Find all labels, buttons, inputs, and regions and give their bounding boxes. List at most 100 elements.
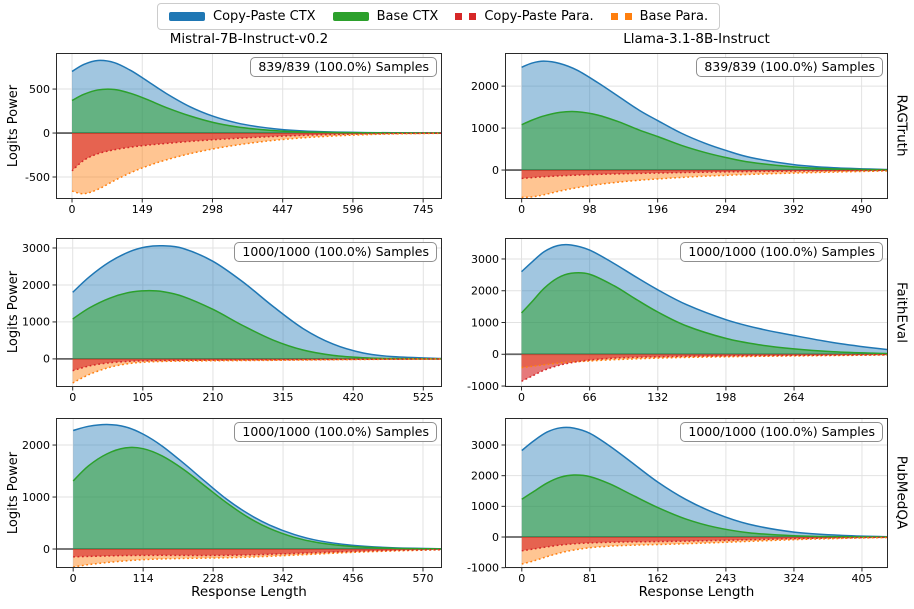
svg-text:114: 114 <box>133 572 154 585</box>
svg-text:162: 162 <box>647 572 668 585</box>
legend-label: Base Para. <box>639 9 709 24</box>
chart-svg: 0 98 196 294 392 490 0 1000 2000 <box>471 53 888 216</box>
svg-text:0: 0 <box>69 203 76 216</box>
svg-text:198: 198 <box>715 391 736 404</box>
legend-item-copy-paste-para: Copy-Paste Para. <box>455 9 594 24</box>
svg-text:0: 0 <box>518 572 525 585</box>
svg-text:81: 81 <box>583 572 597 585</box>
svg-text:98: 98 <box>583 203 597 216</box>
legend-item-copy-paste-ctx: Copy-Paste CTX <box>169 9 316 24</box>
legend-item-base-para: Base Para. <box>610 9 709 24</box>
sample-count-annotation: 1000/1000 (100.0%) Samples <box>234 242 437 262</box>
svg-text:210: 210 <box>202 391 223 404</box>
svg-text:-500: -500 <box>25 171 50 184</box>
svg-text:745: 745 <box>413 203 434 216</box>
svg-text:1000: 1000 <box>22 316 50 329</box>
copy-paste-para-swatch-icon <box>455 13 477 20</box>
svg-text:243: 243 <box>715 572 736 585</box>
sample-count-annotation: 1000/1000 (100.0%) Samples <box>234 422 437 442</box>
svg-text:3000: 3000 <box>471 253 499 266</box>
x-axis-label: Response Length <box>191 584 307 600</box>
y-axis-label: Logits Power <box>6 451 21 535</box>
y-axis-label: Logits Power <box>6 270 21 354</box>
svg-text:0: 0 <box>43 543 50 556</box>
chart-svg: 0 105 210 315 420 525 0 1000 2000 3000 <box>22 238 442 404</box>
svg-text:0: 0 <box>43 127 50 140</box>
subplot-ragtruth-mistral: 839/839 (100.0%) Samples 0 149 298 447 596 74… <box>25 53 442 216</box>
legend-label: Copy-Paste CTX <box>213 9 316 24</box>
chart-svg: 0 149 298 447 596 745 -500 0 500 <box>25 53 442 216</box>
base-para-swatch-icon <box>610 13 632 20</box>
svg-text:298: 298 <box>202 203 223 216</box>
subplot-pubmedqa-mistral: 1000/1000 (100.0%) Samples 0 114 228 342 456… <box>22 418 442 585</box>
svg-text:500: 500 <box>29 83 50 96</box>
svg-text:0: 0 <box>492 531 499 544</box>
base-ctx-swatch-icon <box>332 12 369 21</box>
sample-count-annotation: 839/839 (100.0%) Samples <box>696 57 883 77</box>
svg-text:132: 132 <box>647 391 668 404</box>
svg-text:149: 149 <box>132 203 153 216</box>
svg-text:0: 0 <box>518 391 525 404</box>
chart-svg: 0 114 228 342 456 570 0 1000 2000 <box>22 418 442 585</box>
svg-text:264: 264 <box>784 391 805 404</box>
legend-box: Copy-Paste CTX Base CTX Copy-Paste Para.… <box>157 3 721 30</box>
svg-text:456: 456 <box>343 572 364 585</box>
row-label-pubmedqa: PubMedQA <box>893 455 910 530</box>
svg-text:66: 66 <box>583 391 597 404</box>
svg-text:2000: 2000 <box>471 80 499 93</box>
svg-text:596: 596 <box>342 203 363 216</box>
copy-paste-ctx-swatch-icon <box>169 12 205 21</box>
sample-count-annotation: 1000/1000 (100.0%) Samples <box>680 242 883 262</box>
svg-text:447: 447 <box>272 203 293 216</box>
svg-text:1000: 1000 <box>22 491 50 504</box>
svg-text:2000: 2000 <box>22 279 50 292</box>
svg-text:2000: 2000 <box>471 285 499 298</box>
svg-text:405: 405 <box>851 572 872 585</box>
subplot-faitheval-llama: 1000/1000 (100.0%) Samples 0 66 132 198 264 -… <box>467 238 888 404</box>
subplot-pubmedqa-llama: 1000/1000 (100.0%) Samples 0 81 162 243 324 4… <box>467 418 888 585</box>
svg-text:2000: 2000 <box>22 439 50 452</box>
svg-text:3000: 3000 <box>22 242 50 255</box>
svg-text:0: 0 <box>518 203 525 216</box>
row-label-faitheval: FaithEval <box>893 282 910 343</box>
svg-text:-1000: -1000 <box>467 380 499 393</box>
sample-count-annotation: 1000/1000 (100.0%) Samples <box>680 422 883 442</box>
svg-text:1000: 1000 <box>471 316 499 329</box>
svg-text:0: 0 <box>492 348 499 361</box>
svg-text:570: 570 <box>412 572 433 585</box>
svg-text:525: 525 <box>413 391 434 404</box>
y-axis-label: Logits Power <box>6 84 21 168</box>
row-label-ragtruth: RAGTruth <box>893 94 910 157</box>
column-title-llama: Llama-3.1-8B-Instruct <box>623 31 770 47</box>
svg-text:490: 490 <box>851 203 872 216</box>
svg-text:1000: 1000 <box>471 500 499 513</box>
subplot-ragtruth-llama: 839/839 (100.0%) Samples 0 98 196 294 392 490… <box>471 53 888 216</box>
svg-text:228: 228 <box>203 572 224 585</box>
sample-count-annotation: 839/839 (100.0%) Samples <box>250 57 437 77</box>
svg-text:2000: 2000 <box>471 469 499 482</box>
svg-text:0: 0 <box>492 164 499 177</box>
svg-text:294: 294 <box>715 203 736 216</box>
chart-svg: 0 81 162 243 324 405 -1000 0 1000 2000 3000 <box>467 418 888 585</box>
column-title-mistral: Mistral-7B-Instruct-v0.2 <box>169 31 329 47</box>
svg-text:342: 342 <box>273 572 294 585</box>
chart-svg: 0 66 132 198 264 -1000 0 1000 2000 3000 <box>467 238 888 404</box>
svg-text:420: 420 <box>343 391 364 404</box>
svg-text:105: 105 <box>132 391 153 404</box>
svg-text:3000: 3000 <box>471 439 499 452</box>
svg-text:392: 392 <box>783 203 804 216</box>
svg-text:324: 324 <box>783 572 804 585</box>
legend-label: Base CTX <box>376 9 439 24</box>
svg-text:196: 196 <box>647 203 668 216</box>
svg-text:-1000: -1000 <box>467 561 499 574</box>
subplot-faitheval-mistral: 1000/1000 (100.0%) Samples 0 105 210 315 420… <box>22 238 442 404</box>
svg-text:315: 315 <box>273 391 294 404</box>
svg-text:0: 0 <box>70 572 77 585</box>
svg-text:0: 0 <box>43 353 50 366</box>
x-axis-label: Response Length <box>638 584 755 600</box>
legend-label: Copy-Paste Para. <box>484 9 594 24</box>
legend-item-base-ctx: Base CTX <box>332 9 439 24</box>
svg-text:0: 0 <box>69 391 76 404</box>
svg-text:1000: 1000 <box>471 122 499 135</box>
